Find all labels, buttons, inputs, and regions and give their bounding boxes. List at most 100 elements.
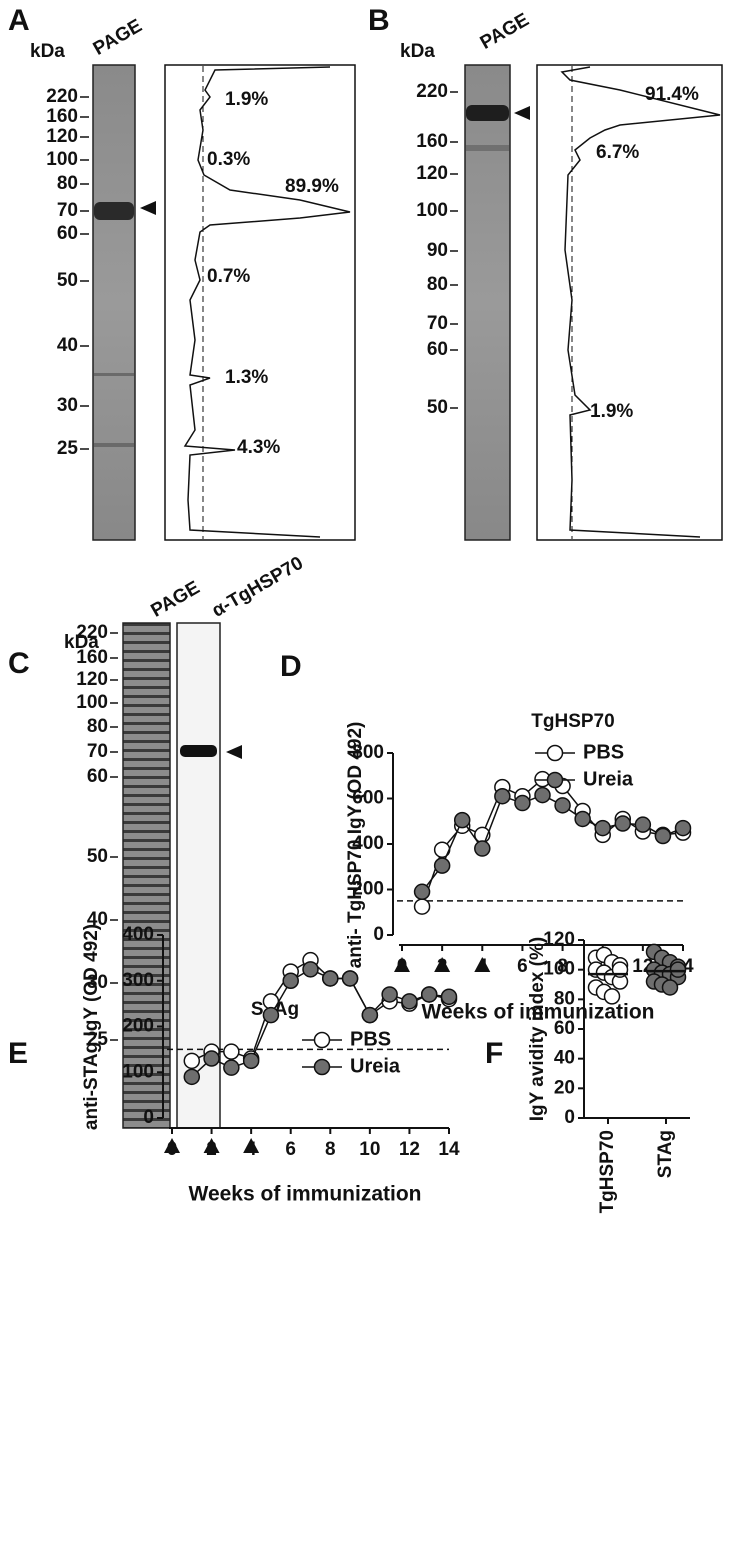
- peak-label: 1.3%: [225, 367, 268, 388]
- peak-label: 89.9%: [285, 176, 339, 197]
- y-axis-label: anti- TgHSP70 IgY (OD 492): [345, 722, 366, 969]
- data-point: [361, 1006, 379, 1024]
- data-point: [554, 797, 571, 814]
- unit-label: kDa: [30, 41, 65, 62]
- data-point: [453, 811, 471, 829]
- data-point: [302, 961, 319, 978]
- lane-label: PAGE: [148, 577, 204, 621]
- marker-label: 60: [87, 766, 108, 787]
- x-tick-label: 6: [517, 956, 528, 977]
- y-tick-label: 400: [122, 924, 154, 945]
- immunization-marker: [474, 957, 491, 972]
- marker-label: 30: [57, 395, 78, 416]
- data-point: [433, 857, 451, 874]
- immunization-marker: [434, 957, 451, 972]
- marker-label: 100: [416, 200, 448, 221]
- peak-label: 1.9%: [590, 401, 633, 422]
- data-point: [661, 979, 679, 996]
- legend-label: PBS: [350, 1028, 391, 1050]
- marker-label: 120: [416, 163, 448, 184]
- legend-marker: [546, 771, 564, 789]
- marker-label: 160: [76, 647, 108, 668]
- peak-label: 4.3%: [237, 437, 280, 458]
- gel-band: [466, 105, 509, 121]
- marker-label: 220: [46, 86, 78, 107]
- data-point: [223, 1059, 240, 1076]
- gel-band: [94, 373, 134, 376]
- marker-label: 220: [416, 81, 448, 102]
- y-tick-label: 0: [564, 1107, 575, 1128]
- legend-title: TgHSP70: [531, 711, 614, 732]
- marker-label: 220: [76, 622, 108, 643]
- data-point: [420, 986, 438, 1003]
- densitometry-box: [164, 64, 356, 541]
- peak-label: 0.3%: [207, 149, 250, 170]
- blot-band: [180, 745, 217, 757]
- marker-label: 160: [46, 106, 78, 127]
- x-tick-label: 8: [557, 956, 568, 977]
- immunization-marker: [164, 1138, 180, 1153]
- densitometry-trace: [560, 66, 721, 538]
- x-axis-label: Weeks of immunization: [422, 1001, 655, 1024]
- peak-label: 1.9%: [225, 89, 268, 110]
- data-point: [203, 1050, 220, 1067]
- x-tick-label: 6: [285, 1139, 296, 1160]
- data-point: [282, 972, 299, 989]
- x-tick-label: STAg: [655, 1130, 676, 1178]
- data-point: [674, 819, 692, 837]
- marker-label: 25: [57, 438, 79, 459]
- data-point: [474, 840, 491, 857]
- series-line: [421, 778, 684, 907]
- data-point: [440, 988, 458, 1006]
- arrowhead: [226, 745, 242, 759]
- gel-band: [466, 145, 509, 151]
- panel-letter: E: [8, 1037, 28, 1070]
- data-point: [534, 786, 551, 804]
- data-point: [413, 898, 431, 915]
- marker-label: 80: [57, 173, 78, 194]
- marker-label: 70: [57, 200, 78, 221]
- y-tick-label: 80: [554, 988, 575, 1009]
- densitometry-box: [536, 64, 723, 541]
- panel-letter: C: [8, 647, 30, 680]
- marker-label: 50: [427, 397, 448, 418]
- immunization-marker: [243, 1138, 260, 1153]
- legend-label: PBS: [583, 741, 624, 763]
- marker-label: 30: [87, 972, 108, 993]
- immunization-marker: [203, 1138, 220, 1153]
- immunization-marker: [394, 957, 410, 972]
- marker-label: 60: [57, 223, 78, 244]
- lane-label: α-TgHSP70: [209, 553, 307, 622]
- data-point: [669, 961, 687, 978]
- y-tick-label: 300: [122, 970, 154, 991]
- y-tick-label: 60: [554, 1018, 575, 1039]
- y-tick-label: 20: [554, 1077, 575, 1098]
- peak-label: 91.4%: [645, 84, 699, 105]
- data-point: [594, 819, 611, 837]
- panel-letter: D: [280, 650, 302, 683]
- peak-label: 6.7%: [596, 142, 639, 163]
- marker-label: 80: [427, 274, 448, 295]
- series-line: [421, 794, 684, 893]
- data-point: [381, 986, 398, 1003]
- marker-label: 80: [87, 716, 108, 737]
- y-tick-label: 200: [352, 879, 384, 900]
- marker-label: 100: [76, 692, 108, 713]
- unit-label: kDa: [64, 632, 99, 653]
- data-point: [183, 1068, 201, 1086]
- data-point: [494, 787, 511, 805]
- marker-label: 50: [87, 846, 108, 867]
- x-tick-label: 10: [359, 1139, 380, 1160]
- marker-label: 40: [87, 909, 108, 930]
- gel-lane: [464, 64, 511, 541]
- marker-label: 90: [427, 240, 448, 261]
- panel-letter: F: [485, 1037, 503, 1070]
- y-axis-label: anti-STAg IgY (OD 492): [81, 924, 102, 1130]
- data-point: [634, 816, 652, 833]
- lane-label: PAGE: [477, 9, 533, 53]
- marker-label: 160: [416, 131, 448, 152]
- y-tick-label: 40: [554, 1048, 575, 1069]
- y-tick-label: 0: [373, 924, 384, 945]
- densitometry-trace: [183, 66, 351, 538]
- data-point: [242, 1052, 260, 1070]
